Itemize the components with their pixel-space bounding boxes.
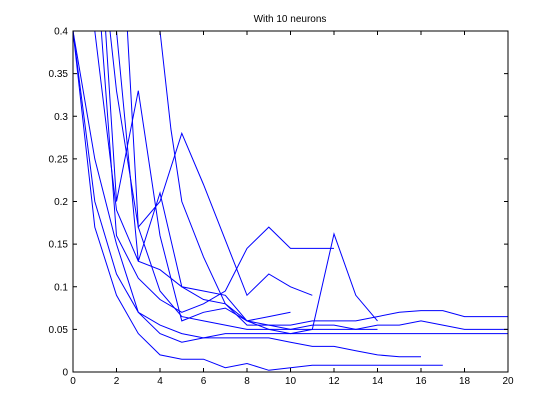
series-line-6 bbox=[105, 31, 378, 330]
x-tick-label: 14 bbox=[372, 376, 384, 387]
y-tick-label: 0.25 bbox=[49, 154, 69, 165]
x-tick-label: 12 bbox=[328, 376, 340, 387]
series-line-4 bbox=[94, 31, 508, 326]
series-line-2 bbox=[73, 31, 443, 371]
series-line-10 bbox=[159, 31, 378, 335]
y-tick-label: 0.3 bbox=[54, 112, 68, 123]
y-tick-label: 0.2 bbox=[54, 197, 68, 208]
chart-title: With 10 neurons bbox=[254, 14, 327, 25]
y-axis: 0 0.05 0.1 0.15 0.2 0.25 0.3 0.35 0.4 bbox=[49, 27, 508, 379]
x-tick-label: 6 bbox=[201, 376, 207, 387]
x-tick-label: 20 bbox=[502, 376, 514, 387]
series-line-9 bbox=[126, 31, 313, 297]
series-line-7 bbox=[109, 31, 508, 330]
plot-area bbox=[73, 31, 508, 372]
y-tick-label: 0.1 bbox=[54, 282, 68, 293]
x-tick-label: 0 bbox=[70, 376, 76, 387]
x-tick-label: 4 bbox=[157, 376, 163, 387]
x-tick-label: 8 bbox=[244, 376, 250, 387]
y-tick-label: 0 bbox=[62, 368, 68, 379]
y-tick-label: 0.05 bbox=[49, 325, 69, 336]
series-group bbox=[73, 31, 508, 371]
series-line-8 bbox=[116, 31, 291, 322]
x-tick-label: 18 bbox=[459, 376, 471, 387]
x-tick-label: 16 bbox=[415, 376, 427, 387]
series-line-5 bbox=[100, 31, 334, 313]
y-tick-label: 0.35 bbox=[49, 69, 69, 80]
x-tick-label: 10 bbox=[285, 376, 297, 387]
x-axis: 0 2 4 6 8 10 12 14 16 18 20 bbox=[70, 31, 514, 387]
series-line-3 bbox=[73, 31, 421, 358]
y-tick-label: 0.4 bbox=[54, 27, 68, 38]
y-tick-label: 0.15 bbox=[49, 240, 69, 251]
x-tick-label: 2 bbox=[114, 376, 120, 387]
